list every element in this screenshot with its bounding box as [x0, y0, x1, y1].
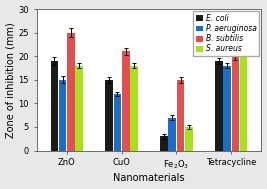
Bar — [215, 61, 223, 150]
Bar — [75, 66, 83, 150]
Bar — [130, 66, 138, 150]
Bar — [50, 61, 58, 150]
Bar — [240, 51, 248, 150]
Bar — [223, 66, 231, 150]
X-axis label: Nanomaterials: Nanomaterials — [113, 174, 185, 184]
Bar — [177, 80, 184, 150]
Y-axis label: Zone of inhibition (mm): Zone of inhibition (mm) — [6, 22, 15, 138]
Bar — [168, 118, 176, 150]
Bar — [122, 51, 129, 150]
Bar — [185, 127, 193, 150]
Bar — [105, 80, 113, 150]
Bar — [67, 33, 75, 150]
Bar — [114, 94, 121, 150]
Legend: E. coli, P. aeruginosa, B. subtilis, S. aureus: E. coli, P. aeruginosa, B. subtilis, S. … — [193, 11, 259, 56]
Bar — [59, 80, 66, 150]
Bar — [231, 56, 239, 150]
Bar — [160, 136, 168, 150]
